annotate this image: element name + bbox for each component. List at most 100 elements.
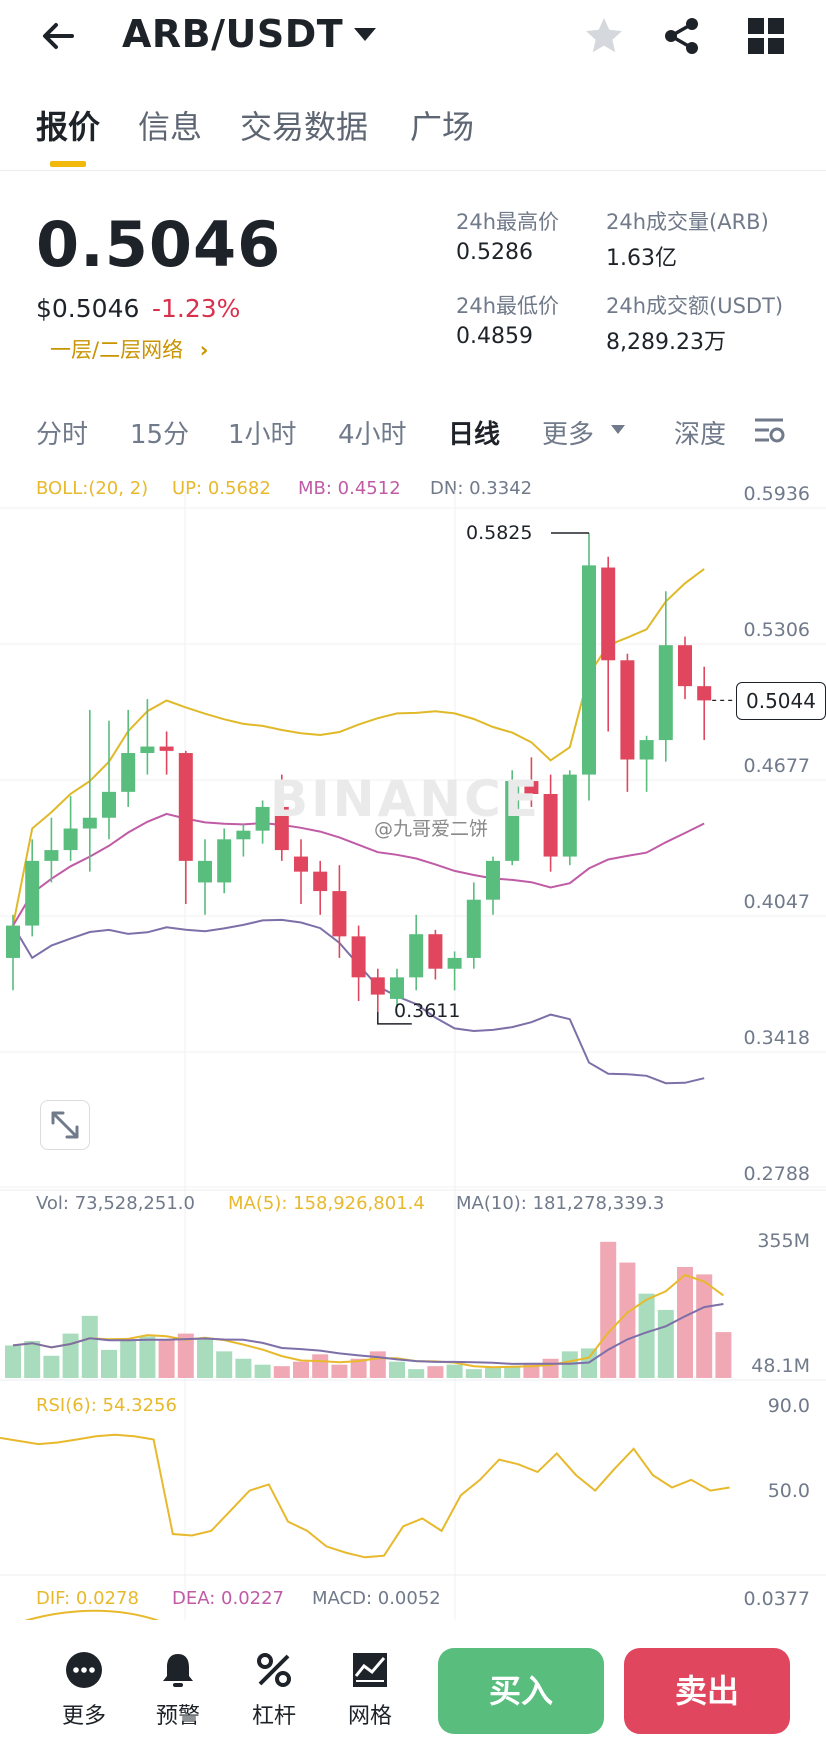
volume-bar	[446, 1364, 463, 1378]
rsi-line	[0, 1433, 730, 1559]
volume-bar	[389, 1361, 405, 1378]
price-axis-label: 0.2788	[743, 1163, 810, 1185]
candle-body	[658, 645, 673, 741]
volume-bar	[408, 1369, 425, 1378]
tab-square[interactable]: 广场	[410, 108, 475, 146]
sell-button[interactable]: 卖出	[624, 1648, 790, 1734]
candle-body	[255, 806, 270, 831]
category-link[interactable]: 一层/二层网络 ›	[50, 334, 208, 364]
interval-time-share[interactable]: 分时	[36, 420, 89, 450]
price-axis-label: 0.4047	[743, 891, 810, 913]
candle-body	[294, 856, 308, 872]
fullscreen-button[interactable]	[40, 1100, 90, 1150]
trading-pair-title[interactable]: ARB/USDT	[122, 12, 344, 56]
tab-info[interactable]: 信息	[138, 108, 203, 146]
chart-grid	[0, 490, 826, 1620]
last-price-tag: 0.5044	[736, 682, 826, 720]
volume-bar	[369, 1351, 386, 1378]
price-markers	[377, 532, 736, 1025]
candle-body	[217, 839, 232, 883]
boll-mb: MB: 0.4512	[298, 478, 401, 499]
stat-amount-value: 8,289.23万	[606, 330, 726, 355]
price-axis-label: 0.5306	[743, 619, 810, 641]
volume-bar	[158, 1339, 175, 1378]
candle-body	[562, 774, 577, 857]
macd-dif: DIF: 0.0278	[36, 1588, 139, 1609]
top-bar: ARB/USDT	[0, 0, 826, 80]
expand-icon	[51, 1111, 79, 1139]
star-icon[interactable]	[582, 14, 626, 58]
tab-quote[interactable]: 报价	[36, 108, 101, 146]
grid-icon[interactable]	[746, 16, 786, 56]
interval-1h[interactable]: 1小时	[228, 420, 297, 450]
candle-body	[639, 740, 654, 760]
candle-body	[351, 936, 366, 978]
more-button[interactable]: 更多	[44, 1650, 124, 1730]
divider	[0, 170, 826, 171]
candle-body	[274, 806, 289, 851]
candle-body	[601, 567, 616, 661]
buy-button[interactable]: 买入	[438, 1648, 604, 1734]
more-icon	[66, 1652, 102, 1688]
candle-body	[25, 860, 40, 926]
candle-body	[140, 746, 155, 754]
depth-tab[interactable]: 深度	[674, 420, 727, 450]
volume-bar	[197, 1339, 213, 1378]
candle-body	[370, 977, 385, 995]
grid-trading-button[interactable]: 网格	[330, 1650, 410, 1730]
rsi-axis-mid: 50.0	[767, 1480, 810, 1502]
volume-bar	[235, 1358, 252, 1378]
category-link-label: 一层/二层网络	[50, 338, 184, 362]
interval-daily[interactable]: 日线	[448, 420, 501, 450]
rsi-line	[0, 1433, 730, 1559]
share-icon[interactable]	[660, 14, 704, 58]
candle-body	[505, 781, 520, 861]
back-arrow-icon[interactable]	[36, 14, 80, 58]
candle-body	[678, 645, 692, 687]
volume-bar	[312, 1354, 329, 1378]
chevron-down-icon[interactable]	[354, 28, 376, 41]
boll-params: BOLL:(20, 2)	[36, 478, 149, 499]
candle-body	[697, 686, 712, 701]
grid-trading-label: 网格	[347, 1704, 392, 1729]
tab-trading-data[interactable]: 交易数据	[240, 108, 369, 146]
candle-body	[236, 830, 251, 840]
candlestick-chart[interactable]	[0, 470, 826, 1620]
leverage-label: 杠杆	[251, 1704, 296, 1729]
volume-ma5-line	[12, 1273, 724, 1369]
candle-body	[198, 860, 212, 883]
watermark-logo: BINANCE	[270, 770, 541, 828]
chevron-down-icon[interactable]	[611, 425, 625, 434]
candle-body	[428, 934, 443, 969]
macd-dea: DEA: 0.0227	[172, 1588, 284, 1609]
chart-settings-icon[interactable]	[752, 413, 786, 447]
candle-body	[159, 746, 174, 751]
volume-bar	[465, 1369, 482, 1378]
volume-bar	[542, 1358, 559, 1378]
candle-body	[121, 753, 136, 792]
stat-low-label: 24h最低价	[456, 294, 560, 318]
candle-body	[447, 957, 462, 969]
interval-4h[interactable]: 4小时	[338, 420, 407, 450]
grid-trading-icon	[353, 1653, 387, 1687]
boll-dn: DN: 0.3342	[430, 478, 533, 499]
candles	[6, 533, 712, 1012]
percent-icon	[257, 1653, 291, 1687]
interval-more[interactable]: 更多	[542, 420, 595, 450]
leverage-button[interactable]: 杠杆	[234, 1650, 314, 1730]
volume-bar	[43, 1355, 60, 1378]
candle-body	[409, 934, 424, 978]
volume-ma5: MA(5): 158,926,801.4	[228, 1193, 425, 1214]
stat-volume-value: 1.63亿	[606, 246, 677, 271]
volume-bar	[504, 1366, 521, 1378]
stat-high-label: 24h最高价	[456, 210, 560, 234]
alert-button[interactable]: 预警	[138, 1650, 218, 1730]
candle-body	[486, 860, 500, 900]
interval-15m[interactable]: 15分	[130, 420, 190, 450]
macd-value: MACD: 0.0052	[312, 1588, 441, 1609]
volume-bar	[619, 1262, 636, 1378]
price-change-percent: -1.23%	[152, 294, 241, 323]
candle-body	[6, 925, 20, 958]
last-price: 0.5046	[36, 208, 282, 281]
volume-bar	[677, 1267, 693, 1378]
